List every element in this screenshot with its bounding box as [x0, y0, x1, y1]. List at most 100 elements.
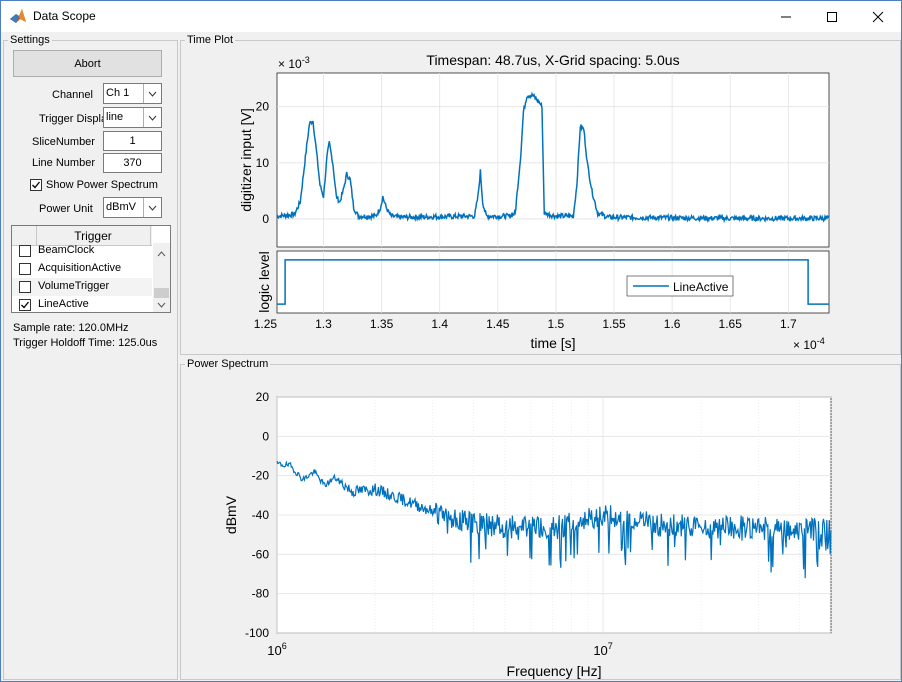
logic-axes [276, 250, 830, 314]
show-power-spectrum-checkbox[interactable]: Show Power Spectrum [30, 179, 158, 191]
channel-select[interactable]: Ch 1 [103, 83, 162, 104]
checkmark-icon [32, 181, 41, 189]
sample-rate-text: Sample rate: 120.0MHz [13, 322, 129, 334]
x-tick-label: 1.65 [719, 317, 743, 331]
logic-legend[interactable]: LineActive [626, 275, 734, 297]
minimize-button[interactable] [763, 1, 809, 32]
x-tick-label: 1.55 [602, 317, 626, 331]
table-row[interactable]: VolumeTrigger [12, 278, 152, 296]
digitizer-series-line [276, 91, 830, 224]
chevron-down-icon [143, 198, 161, 217]
x-tick-label: 107 [593, 641, 612, 658]
power-unit-value: dBmV [106, 201, 136, 213]
slice-number-input[interactable]: 1 [103, 131, 162, 151]
x-tick-label: 1.4 [431, 317, 448, 331]
row-label: VolumeTrigger [38, 280, 110, 292]
abort-button[interactable]: Abort [13, 50, 162, 77]
x-tick-label: 1.7 [780, 317, 797, 331]
y-exponent-label: × 10-3 [278, 55, 310, 71]
x-tick-label: 1.5 [548, 317, 565, 331]
checkbox-box[interactable] [19, 263, 31, 275]
line-number-input[interactable]: 370 [103, 153, 162, 173]
row-label: LineActive [38, 298, 89, 310]
matlab-icon [10, 9, 26, 23]
power-spectrum-chart: 20 0 -20 -40 -60 -80 -100 106 107 dBmV Frequenc… [223, 390, 832, 679]
y-tick-label: -80 [252, 587, 270, 601]
checkbox-box[interactable] [19, 281, 31, 293]
y-tick-label: 10 [256, 156, 270, 170]
trigger-column-header[interactable]: Trigger [74, 229, 112, 243]
time-plot-chart: 0 10 20 Timespan: 48.7us, X-Grid spacing: … [238, 52, 830, 352]
y-tick-label: -40 [252, 508, 270, 522]
row-label: BeamClock [38, 244, 95, 256]
scrollbar-thumb[interactable] [154, 288, 169, 298]
close-icon [872, 11, 884, 22]
trigger-display-label: Trigger Displa [39, 113, 103, 125]
x-tick-label: 1.45 [486, 317, 510, 331]
y-tick-label: -60 [252, 547, 270, 561]
x-tick-label: 1.3 [315, 317, 332, 331]
trigger-table-header: Trigger [12, 226, 152, 246]
header-divider [150, 226, 151, 245]
minimize-icon [781, 16, 791, 17]
window-title: Data Scope [33, 9, 96, 23]
checkbox-box[interactable] [19, 299, 31, 311]
header-divider [36, 226, 37, 245]
time-plot-title: Time Plot [185, 34, 236, 46]
scroll-up-icon[interactable] [157, 251, 166, 257]
scroll-down-icon[interactable] [157, 302, 166, 308]
checkbox-box[interactable] [19, 245, 31, 257]
checkbox-box[interactable] [30, 179, 42, 191]
chevron-down-icon [143, 108, 161, 127]
x-tick-label: 1.35 [370, 317, 394, 331]
settings-title: Settings [8, 34, 52, 46]
maximize-button[interactable] [809, 1, 855, 32]
time-plot-chart-title: Timespan: 48.7us, X-Grid spacing: 5.0us [426, 52, 679, 68]
channel-label: Channel [52, 89, 93, 101]
spectrum-y-ticks: 20 0 -20 -40 -60 -80 -100 [245, 390, 269, 640]
digitizer-y-ticks: 0 10 20 [256, 100, 270, 226]
spectrum-x-axis-label: Frequency [Hz] [507, 663, 602, 679]
y-tick-label: 0 [262, 212, 269, 226]
table-row[interactable]: LineActive [12, 296, 152, 312]
time-plot-panel [180, 40, 901, 355]
x-tick-label: 1.6 [664, 317, 681, 331]
chevron-down-icon [143, 84, 161, 103]
slice-number-label: SliceNumber [32, 136, 95, 148]
channel-value: Ch 1 [106, 87, 130, 99]
row-label: AcquisitionActive [38, 262, 122, 274]
trigger-display-select[interactable]: line [103, 107, 162, 128]
y-tick-label: -100 [245, 626, 269, 640]
show-power-spectrum-label: Show Power Spectrum [46, 179, 158, 191]
y-tick-label: 0 [262, 429, 269, 443]
table-row[interactable]: AcquisitionActive [12, 260, 152, 278]
digitizer-y-axis-label: digitizer input [V] [238, 108, 254, 212]
logic-series-line [277, 259, 829, 305]
trigger-display-value: line [106, 111, 124, 123]
checkmark-icon [21, 301, 30, 309]
title-bar: Data Scope [1, 1, 901, 32]
power-spectrum-panel [180, 364, 901, 680]
line-number-label: Line Number [32, 157, 95, 169]
close-button[interactable] [855, 1, 901, 32]
y-tick-label: 20 [256, 390, 270, 404]
x-tick-label: 1.25 [254, 317, 278, 331]
time-x-axis-label: time [s] [530, 335, 575, 351]
time-x-ticks: 1.25 1.3 1.35 1.4 1.45 1.5 1.55 1.6 1.65 1.7 [254, 317, 797, 331]
spectrum-series-line [276, 460, 832, 579]
power-spectrum-title: Power Spectrum [185, 358, 271, 370]
table-row[interactable]: BeamClock [12, 242, 152, 260]
maximize-icon [827, 11, 837, 22]
table-scrollbar[interactable] [153, 243, 170, 312]
spectrum-grid [276, 396, 832, 634]
power-unit-select[interactable]: dBmV [103, 197, 162, 218]
spectrum-y-axis-label: dBmV [223, 495, 239, 534]
legend-box [626, 275, 734, 297]
power-unit-label: Power Unit [39, 203, 93, 215]
legend-label: LineActive [673, 280, 729, 294]
x-tick-label: 106 [267, 641, 286, 658]
y-tick-label: 20 [256, 100, 270, 114]
trigger-holdoff-text: Trigger Holdoff Time: 125.0us [13, 337, 158, 349]
y-tick-label: -20 [252, 469, 270, 483]
